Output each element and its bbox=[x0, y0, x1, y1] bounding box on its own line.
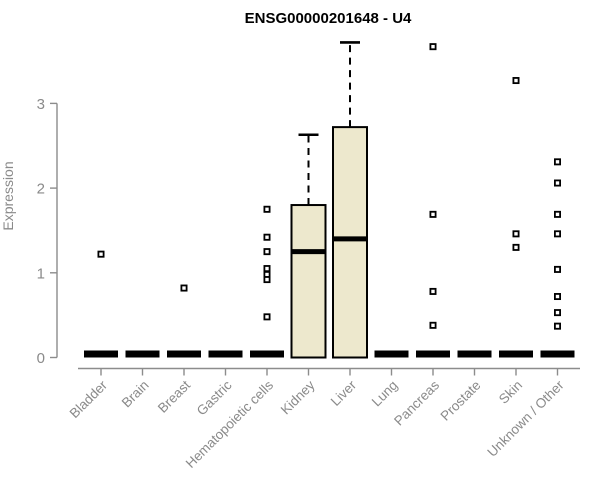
outlier-point bbox=[512, 77, 520, 85]
x-tick-label: Kidney bbox=[278, 377, 318, 417]
box-group-prostate bbox=[457, 350, 492, 358]
x-tick-label: Skin bbox=[496, 378, 525, 407]
outlier-point bbox=[512, 243, 520, 251]
box-group-liver bbox=[332, 41, 368, 359]
box-group-breast bbox=[167, 284, 201, 358]
outlier-point bbox=[512, 230, 520, 238]
chart-title: ENSG00000201648 - U4 bbox=[245, 10, 412, 27]
outlier-point bbox=[263, 248, 271, 256]
outlier-point bbox=[554, 158, 562, 166]
x-tick-label: Bladder bbox=[67, 377, 111, 421]
x-tick-label: Prostate bbox=[437, 378, 483, 424]
box-group-kidney bbox=[290, 133, 327, 359]
outlier-point bbox=[554, 309, 562, 317]
flat-zero-box bbox=[499, 350, 533, 358]
flat-zero-box bbox=[250, 350, 284, 358]
outlier-point bbox=[263, 276, 271, 284]
flat-zero-box bbox=[167, 350, 201, 358]
x-tick-label: Pancreas bbox=[391, 377, 442, 428]
flat-zero-box bbox=[540, 350, 575, 358]
y-tick-label: 2 bbox=[37, 181, 45, 198]
iqr-box bbox=[290, 204, 327, 359]
box-group-lung bbox=[374, 350, 409, 358]
outlier-point bbox=[97, 250, 105, 258]
x-tick-label: Brain bbox=[119, 378, 152, 411]
y-tick-label: 1 bbox=[37, 265, 45, 282]
box-group-hematopoietic-cells bbox=[250, 205, 284, 358]
outlier-point bbox=[429, 210, 437, 218]
outlier-point bbox=[429, 287, 437, 295]
y-axis-label: Expression bbox=[0, 161, 16, 230]
outlier-point bbox=[554, 293, 562, 301]
outlier-point bbox=[554, 265, 562, 273]
box-group-unknown-other bbox=[540, 158, 575, 358]
x-tick-label: Liver bbox=[328, 377, 360, 409]
outlier-point bbox=[263, 313, 271, 321]
flat-zero-box bbox=[208, 350, 243, 358]
x-tick-label: Gastric bbox=[194, 377, 235, 418]
box-group-skin bbox=[499, 77, 533, 358]
flat-zero-box bbox=[84, 350, 118, 358]
outlier-point bbox=[554, 322, 562, 330]
outlier-point bbox=[263, 265, 271, 273]
outlier-point bbox=[554, 179, 562, 187]
outlier-point bbox=[429, 43, 437, 51]
iqr-box bbox=[332, 126, 368, 359]
box-group-bladder bbox=[84, 250, 118, 358]
x-tick-label: Lung bbox=[369, 378, 401, 410]
y-tick-label: 0 bbox=[37, 350, 45, 367]
outlier-point bbox=[263, 233, 271, 241]
y-tick-label: 3 bbox=[37, 96, 45, 113]
flat-zero-box bbox=[125, 350, 160, 358]
outlier-point bbox=[180, 284, 188, 292]
box-group-gastric bbox=[208, 350, 243, 358]
x-tick-label: Breast bbox=[155, 377, 193, 415]
outlier-point bbox=[429, 321, 437, 329]
x-tick-label: Unknown / Other bbox=[484, 377, 567, 460]
flat-zero-box bbox=[457, 350, 492, 358]
outlier-point bbox=[554, 230, 562, 238]
flat-zero-box bbox=[416, 350, 450, 358]
box-group-brain bbox=[125, 350, 160, 358]
outlier-point bbox=[263, 205, 271, 213]
box-group-pancreas bbox=[416, 43, 450, 358]
flat-zero-box bbox=[374, 350, 409, 358]
outlier-point bbox=[554, 210, 562, 218]
